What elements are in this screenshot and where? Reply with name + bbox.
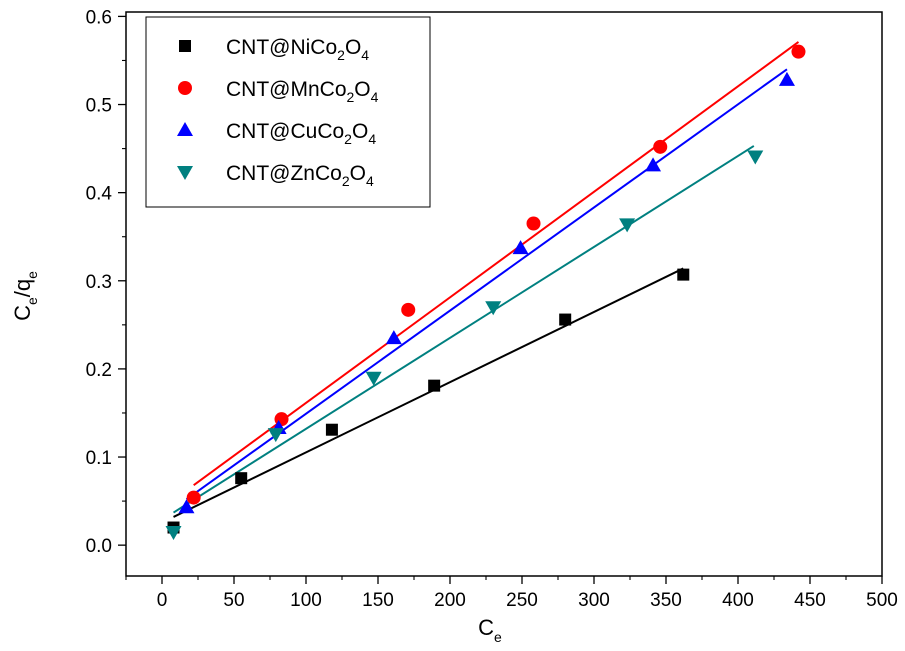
data-point <box>559 313 572 326</box>
legend: CNT@NiCo2O4 CNT@MnCo2O4 CNT@CuCo2O4 CNT@ZnC… <box>145 16 431 208</box>
legend-label: CNT@ZnCo2O4 <box>226 162 374 189</box>
y-tick-label: 0.5 <box>86 96 112 117</box>
legend-marker <box>179 40 191 52</box>
y-tick-label: 0.4 <box>86 184 113 205</box>
legend-box <box>145 16 431 208</box>
x-tick-label: 300 <box>578 590 610 611</box>
data-point <box>485 301 502 316</box>
y-tick-label: 0.3 <box>86 272 112 293</box>
x-tick-label: 50 <box>223 590 244 611</box>
data-point <box>677 268 690 281</box>
data-point <box>645 157 662 172</box>
data-point <box>186 490 201 505</box>
x-tick-label: 0 <box>157 590 168 611</box>
data-point <box>165 525 182 540</box>
data-point <box>365 371 382 386</box>
data-point <box>428 379 441 392</box>
legend-marker <box>178 81 192 95</box>
y-axis-label: Ce/qe <box>10 271 40 321</box>
fit-line <box>172 145 755 514</box>
legend-label: CNT@NiCo2O4 <box>226 36 369 63</box>
data-points <box>165 44 806 540</box>
x-tick-label: 500 <box>866 590 898 611</box>
data-point <box>619 218 636 233</box>
data-point <box>401 302 416 317</box>
y-tick-label: 0.0 <box>86 536 112 557</box>
fit-line <box>185 68 788 501</box>
fit-lines <box>172 41 800 518</box>
x-axis: 0 50 100 150 200 250 300 350 400 450 500 <box>125 576 898 611</box>
data-point <box>747 150 764 165</box>
data-point <box>178 499 195 514</box>
data-point <box>385 330 402 345</box>
data-point <box>778 71 795 86</box>
legend-marker <box>177 166 193 180</box>
x-tick-label: 350 <box>650 590 682 611</box>
x-tick-label: 250 <box>506 590 538 611</box>
data-point <box>325 423 338 436</box>
legend-label: CNT@MnCo2O4 <box>226 78 379 105</box>
data-point <box>235 472 248 485</box>
y-axis: 0.0 0.1 0.2 0.3 0.4 0.5 0.6 <box>86 7 126 557</box>
fit-line <box>173 267 684 518</box>
x-tick-label: 450 <box>794 590 826 611</box>
data-point <box>653 139 668 154</box>
data-point <box>512 240 529 255</box>
x-tick-label: 200 <box>434 590 466 611</box>
x-tick-label: 100 <box>290 590 322 611</box>
x-tick-label: 150 <box>362 590 394 611</box>
legend-marker <box>177 122 193 136</box>
y-tick-label: 0.2 <box>86 360 112 381</box>
y-tick-label: 0.6 <box>86 7 112 28</box>
x-axis-label: Ce <box>478 615 502 645</box>
y-tick-label: 0.1 <box>86 448 112 469</box>
x-tick-label: 400 <box>722 590 754 611</box>
data-point <box>267 428 284 443</box>
legend-label: CNT@CuCo2O4 <box>226 120 376 147</box>
data-point <box>526 216 541 231</box>
data-point <box>791 44 806 59</box>
fit-line <box>193 41 800 487</box>
plot-frame <box>125 11 883 577</box>
